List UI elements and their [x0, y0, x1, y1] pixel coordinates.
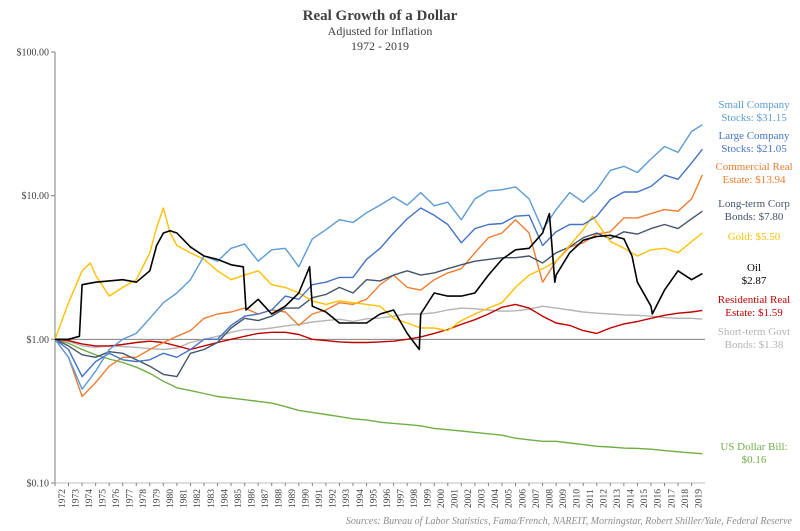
axes: $0.10 $1.00 $10.00 $100.00 1972 1973 1974 1975 1… [17, 48, 705, 508]
x-tick-label: 1990 [302, 489, 312, 508]
series-label-small-company-stocks: Small Company [718, 99, 790, 111]
series-label-long-term-corp-bonds: Bonds: $7.80 [725, 211, 784, 223]
x-tick-label: 2014 [627, 489, 637, 508]
series-label-short-term-govt-bonds: Short-term Govt [718, 326, 790, 338]
x-tick-label: 1987 [261, 489, 271, 508]
chart-period: 1972 - 2019 [351, 39, 409, 53]
x-tick-label: 1982 [193, 489, 203, 508]
x-tick-label: 1976 [112, 489, 122, 508]
chart-title: Real Growth of a Dollar [303, 8, 458, 24]
x-tick-label: 2003 [478, 489, 488, 508]
series-label-residential-real-estate: Residential Real [718, 294, 790, 306]
y-tick-label: $0.10 [27, 479, 50, 490]
y-tick-label: $10.00 [22, 191, 50, 202]
series-label-long-term-corp-bonds: Long-term Corp [718, 198, 790, 210]
source-note: Sources: Bureau of Labor Statistics, Fam… [346, 516, 793, 527]
series-label-us-dollar-bill: US Dollar Bill: [720, 441, 787, 453]
x-tick-label: 2004 [491, 489, 501, 508]
series-line-residential-real-estate [54, 303, 703, 351]
x-tick-label: 1986 [247, 489, 257, 508]
x-tick-label: 2000 [437, 489, 447, 508]
series-label-large-company-stocks: Stocks: $21.05 [721, 143, 787, 155]
series-label-oil: $2.87 [742, 275, 767, 287]
series-line-gold [54, 207, 703, 340]
x-tick-label: 2017 [667, 489, 677, 508]
x-tick-label: 2002 [464, 489, 474, 508]
x-tick-label: 2013 [613, 489, 623, 508]
y-tick-label: $100.00 [17, 48, 50, 59]
x-tick-label: 1972 [58, 489, 68, 508]
y-tick-label: $1.00 [27, 335, 50, 346]
series-label-commercial-real-estate: Estate: $13.94 [723, 174, 786, 186]
x-tick-label: 2010 [572, 489, 582, 508]
x-tick-label: 1998 [410, 489, 420, 508]
x-tick-label: 1991 [315, 489, 325, 508]
series-line-large-company-stocks [54, 148, 703, 378]
series-line-us-dollar-bill [54, 338, 703, 455]
x-tick-label: 1995 [369, 489, 379, 508]
x-tick-label: 1975 [98, 489, 108, 508]
x-tick-label: 1974 [85, 489, 95, 508]
series-label-oil: Oil [747, 262, 761, 274]
x-tick-label: 1977 [125, 489, 135, 508]
x-tick-label: 1997 [396, 489, 406, 508]
x-tick-label: 2001 [451, 489, 461, 508]
x-tick-label: 1999 [423, 489, 433, 508]
x-tick-label: 1980 [166, 489, 176, 508]
series-line-commercial-real-estate [54, 174, 704, 398]
x-tick-label: 2011 [586, 489, 596, 508]
x-tick-label: 1985 [234, 489, 244, 508]
series-line-oil [55, 212, 703, 351]
x-tick-label: 1973 [71, 489, 81, 508]
x-tick-label: 1996 [383, 489, 393, 508]
x-tick-label: 2009 [559, 489, 569, 508]
x-tick-label: 2019 [694, 489, 704, 508]
series-label-small-company-stocks: Stocks: $31.15 [721, 112, 787, 124]
x-tick-label: 1984 [220, 489, 230, 508]
series-layer [54, 124, 704, 455]
series-label-short-term-govt-bonds: Bonds: $1.38 [725, 339, 784, 351]
x-tick-label: 1978 [139, 489, 149, 508]
x-tick-label: 1988 [274, 489, 284, 508]
x-tick-label: 2012 [600, 489, 610, 508]
series-label-us-dollar-bill: $0.16 [742, 454, 767, 466]
x-tick-label: 2008 [545, 489, 555, 508]
series-label-large-company-stocks: Large Company [719, 130, 790, 142]
series-label-residential-real-estate: Estate: $1.59 [725, 307, 783, 319]
x-tick-label: 1993 [342, 489, 352, 508]
series-line-long-term-corp-bonds [54, 210, 703, 378]
x-tick-label: 1994 [356, 489, 366, 508]
x-tick-label: 2007 [532, 489, 542, 508]
chart-subtitle: Adjusted for Inflation [328, 24, 433, 38]
series-line-short-term-govt-bonds [54, 305, 703, 351]
series-label-gold: Gold: $5.50 [728, 231, 781, 243]
series-label-commercial-real-estate: Commercial Real [715, 161, 792, 173]
x-tick-label: 2005 [505, 489, 515, 508]
x-tick-label: 1983 [207, 489, 217, 508]
x-tick-label: 2016 [654, 489, 664, 508]
x-tick-label: 2018 [681, 489, 691, 508]
x-tick-label: 1981 [180, 489, 190, 508]
x-tick-label: 2015 [640, 489, 650, 508]
x-tick-label: 1989 [288, 489, 298, 508]
x-tick-label: 1979 [153, 489, 163, 508]
x-tick-label: 2006 [518, 489, 528, 508]
x-tick-label: 1992 [329, 489, 339, 508]
series-line-small-company-stocks [54, 124, 703, 390]
